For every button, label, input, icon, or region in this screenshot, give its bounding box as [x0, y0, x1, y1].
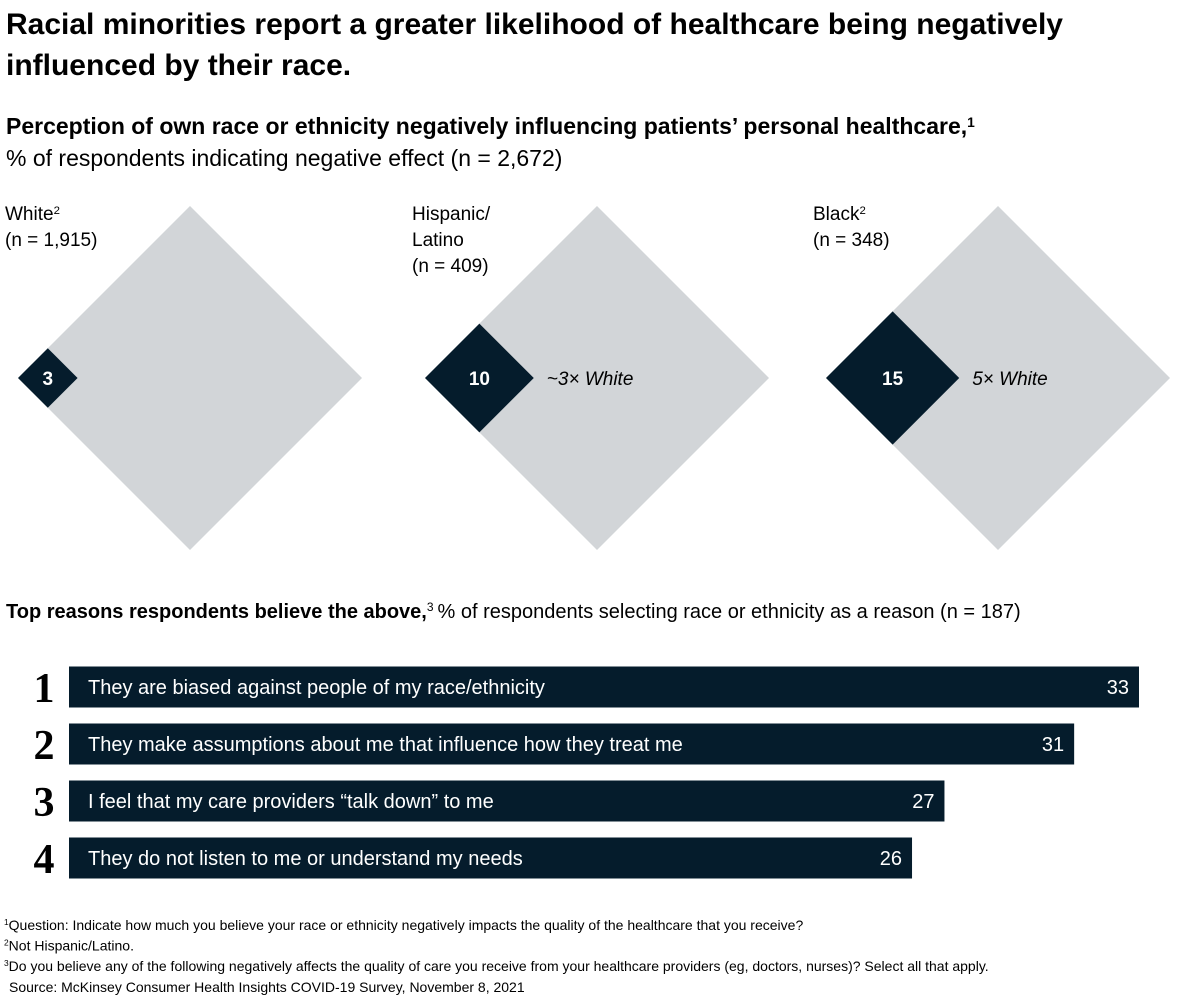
category-label: I feel that my care providers “talk down… [88, 791, 494, 813]
chart-subtitle: % of respondents indicating negative eff… [6, 145, 562, 171]
category-label: They do not listen to me or understand m… [88, 848, 523, 870]
category-label-text: White [5, 204, 54, 225]
source: Source: McKinsey Consumer Health Insight… [9, 979, 525, 995]
diamond-value [826, 311, 960, 445]
chart-title: Perception of own race or ethnicity nega… [6, 113, 975, 139]
footnote-text: Not Hispanic/Latino. [9, 938, 134, 954]
annotation: 5× White [972, 369, 1048, 390]
category-label: They are biased against people of my rac… [88, 677, 545, 699]
category-label: White2 [5, 204, 60, 225]
bar [69, 780, 945, 822]
value-label: 26 [880, 848, 902, 870]
diamond-total [425, 206, 769, 550]
footnote-text: Question: Indicate how much you believe … [9, 917, 804, 933]
rank: 2 [34, 723, 55, 769]
value-label: 10 [469, 369, 490, 390]
rank: 4 [34, 837, 55, 883]
category-label-text: Hispanic/ [412, 204, 491, 225]
bar [69, 666, 1139, 708]
footnote-marker: 1 [967, 115, 975, 130]
page-title: Racial minorities report a greater likel… [6, 8, 1063, 82]
rank: 1 [34, 666, 55, 712]
footnote: 1Question: Indicate how much you believe… [4, 917, 803, 933]
sample-size: (n = 409) [412, 256, 489, 277]
value-label: 31 [1042, 734, 1064, 756]
chart-title: Top reasons respondents believe the abov… [6, 600, 1021, 623]
rank: 3 [34, 780, 55, 826]
chart-title-text: Perception of own race or ethnicity nega… [6, 113, 967, 139]
diamond-value [425, 323, 534, 433]
footnote-marker: 3 [427, 600, 434, 614]
footnote-marker: 2 [859, 205, 865, 217]
chart-title-text: Top reasons respondents believe the abov… [6, 601, 427, 623]
footnote-marker: 3 [4, 958, 9, 968]
diamond-total [826, 206, 1170, 550]
category-label: Hispanic/ [412, 204, 491, 225]
footnote: 3Do you believe any of the following neg… [4, 958, 989, 974]
footnote-text: Do you believe any of the following nega… [9, 958, 989, 974]
annotation: ~3× White [547, 369, 634, 390]
category-label-text: Latino [412, 230, 464, 251]
value-label: 27 [912, 791, 934, 813]
category-label: Black2 [813, 204, 866, 225]
bar [69, 837, 913, 879]
value-label: 15 [882, 369, 904, 390]
sample-size: (n = 348) [813, 230, 890, 251]
footnote: 2Not Hispanic/Latino. [4, 938, 134, 954]
bar [69, 723, 1075, 765]
diamond-total [18, 206, 362, 550]
diamond-value [18, 348, 78, 408]
sample-size: (n = 1,915) [5, 230, 97, 251]
footnote-marker: 2 [54, 205, 60, 217]
category-label: Latino [412, 230, 464, 251]
value-label: 33 [1107, 677, 1129, 699]
value-label: 3 [43, 369, 54, 390]
chart-subtitle: % of respondents selecting race or ethni… [438, 601, 1021, 623]
category-label: They make assumptions about me that infl… [88, 734, 683, 756]
footnote-marker: 1 [4, 917, 9, 927]
footnote-marker: 2 [4, 938, 9, 948]
category-label-text: Black [813, 204, 860, 225]
